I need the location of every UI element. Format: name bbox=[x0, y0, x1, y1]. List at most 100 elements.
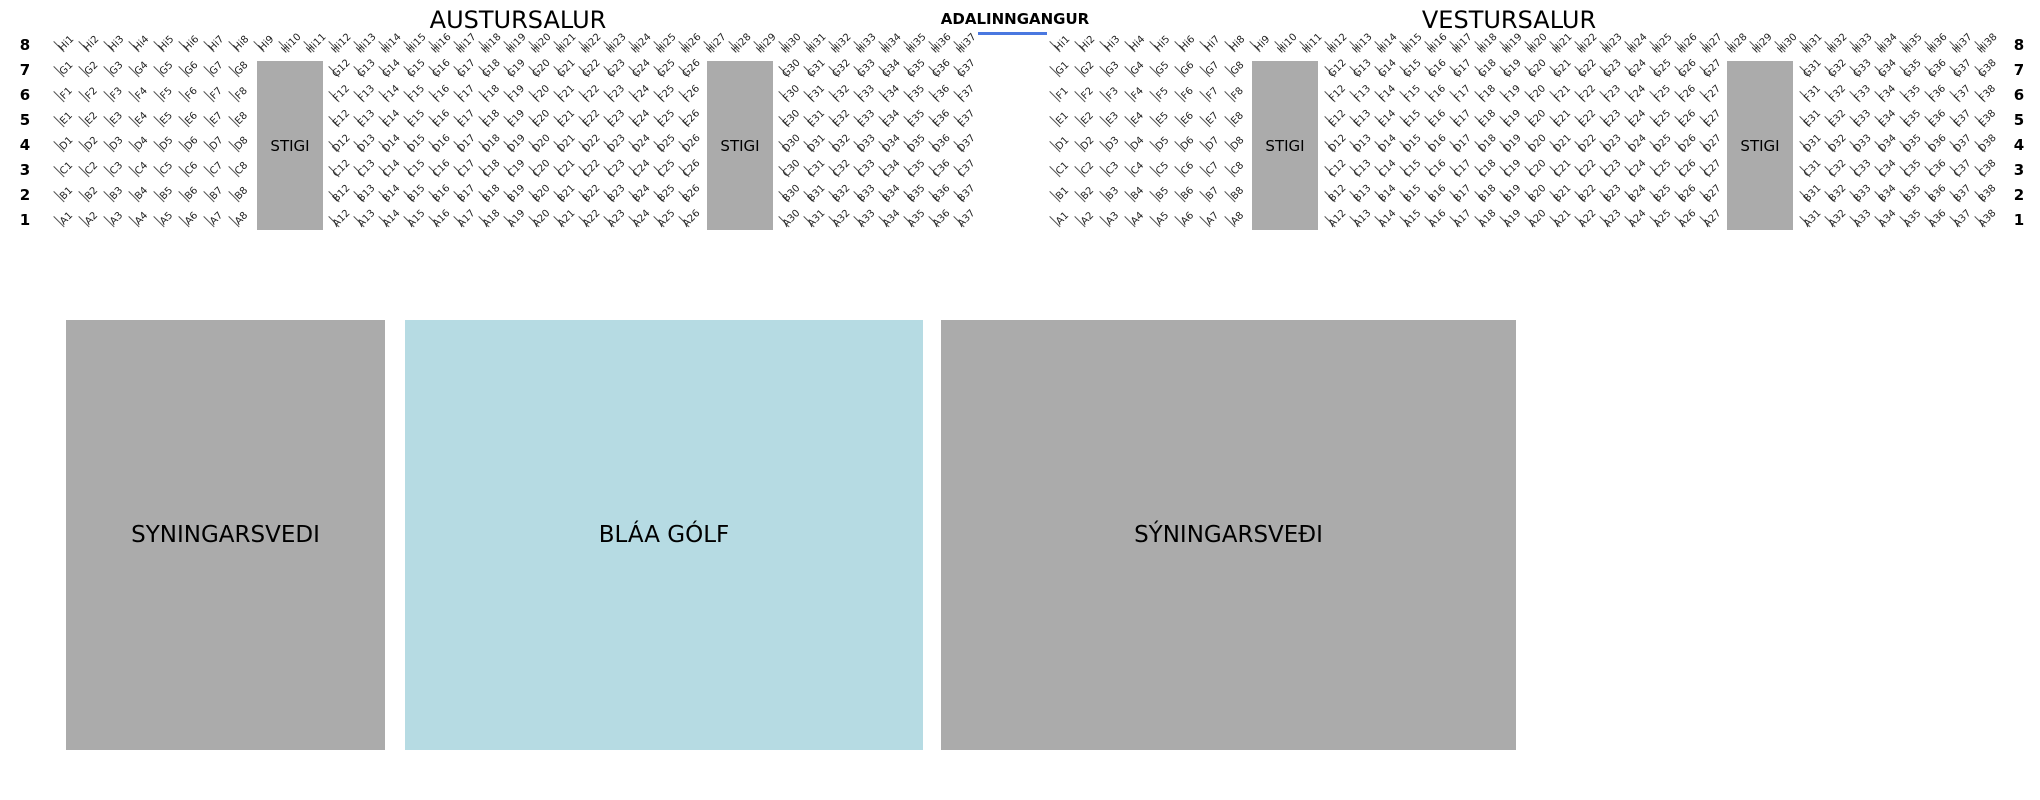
seat-F31[interactable]: F31 bbox=[806, 83, 828, 105]
seat-E16[interactable]: E16 bbox=[1427, 108, 1449, 130]
seat-F35[interactable]: F35 bbox=[906, 83, 928, 105]
seat-B23[interactable]: B23 bbox=[605, 182, 628, 205]
seat-F5[interactable]: F5 bbox=[158, 85, 175, 102]
seat-G18[interactable]: G18 bbox=[1476, 57, 1499, 80]
seat-A16[interactable]: A16 bbox=[430, 207, 453, 230]
seat-B15[interactable]: B15 bbox=[405, 182, 428, 205]
seat-A35[interactable]: A35 bbox=[1901, 207, 1924, 230]
seat-C5[interactable]: C5 bbox=[158, 160, 176, 178]
seat-B38[interactable]: B38 bbox=[1976, 182, 1999, 205]
seat-G24[interactable]: G24 bbox=[630, 57, 653, 80]
seat-G5[interactable]: G5 bbox=[1153, 59, 1172, 78]
seat-C18[interactable]: C18 bbox=[1476, 157, 1499, 180]
seat-C27[interactable]: C27 bbox=[1701, 157, 1724, 180]
seat-D37[interactable]: D37 bbox=[1951, 132, 1974, 155]
seat-F16[interactable]: F16 bbox=[431, 83, 453, 105]
seat-D25[interactable]: D25 bbox=[1651, 132, 1674, 155]
seat-B17[interactable]: B17 bbox=[455, 182, 478, 205]
seat-B31[interactable]: B31 bbox=[1801, 182, 1824, 205]
seat-D24[interactable]: D24 bbox=[630, 132, 653, 155]
seat-B12[interactable]: B12 bbox=[330, 182, 353, 205]
seat-F14[interactable]: F14 bbox=[1377, 83, 1399, 105]
seat-C4[interactable]: C4 bbox=[1129, 160, 1147, 178]
seat-C20[interactable]: C20 bbox=[530, 157, 553, 180]
seat-A21[interactable]: A21 bbox=[1551, 207, 1574, 230]
seat-A23[interactable]: A23 bbox=[605, 207, 628, 230]
seat-B18[interactable]: B18 bbox=[480, 182, 503, 205]
seat-B14[interactable]: B14 bbox=[380, 182, 403, 205]
seat-C2[interactable]: C2 bbox=[1079, 160, 1097, 178]
seat-E37[interactable]: E37 bbox=[1952, 108, 1974, 130]
seat-C26[interactable]: C26 bbox=[680, 157, 703, 180]
seat-D16[interactable]: D16 bbox=[1426, 132, 1449, 155]
seat-F12[interactable]: F12 bbox=[331, 83, 353, 105]
seat-G6[interactable]: G6 bbox=[182, 59, 201, 78]
seat-G23[interactable]: G23 bbox=[605, 57, 628, 80]
seat-F32[interactable]: F32 bbox=[1827, 83, 1849, 105]
seat-G27[interactable]: G27 bbox=[1701, 57, 1724, 80]
seat-E34[interactable]: E34 bbox=[1877, 108, 1899, 130]
seat-G7[interactable]: G7 bbox=[207, 59, 226, 78]
seat-A6[interactable]: A6 bbox=[183, 210, 201, 228]
seat-C12[interactable]: C12 bbox=[330, 157, 353, 180]
seat-A19[interactable]: A19 bbox=[1501, 207, 1524, 230]
seat-F23[interactable]: F23 bbox=[1602, 83, 1624, 105]
seat-Hi26[interactable]: Hi26 bbox=[1675, 31, 1700, 56]
seat-Hi9[interactable]: Hi9 bbox=[1252, 33, 1273, 54]
seat-E5[interactable]: E5 bbox=[1154, 110, 1172, 128]
seat-F22[interactable]: F22 bbox=[581, 83, 603, 105]
seat-C7[interactable]: C7 bbox=[208, 160, 226, 178]
seat-B26[interactable]: B26 bbox=[1676, 182, 1699, 205]
seat-G33[interactable]: G33 bbox=[855, 57, 878, 80]
seat-E31[interactable]: E31 bbox=[806, 108, 828, 130]
seat-A34[interactable]: A34 bbox=[1876, 207, 1899, 230]
seat-D20[interactable]: D20 bbox=[1526, 132, 1549, 155]
seat-Hi27[interactable]: Hi27 bbox=[1700, 31, 1725, 56]
seat-G36[interactable]: G36 bbox=[930, 57, 953, 80]
seat-C31[interactable]: C31 bbox=[805, 157, 828, 180]
seat-D4[interactable]: D4 bbox=[1128, 134, 1147, 153]
seat-G32[interactable]: G32 bbox=[1826, 57, 1849, 80]
seat-F26[interactable]: F26 bbox=[1677, 83, 1699, 105]
seat-D20[interactable]: D20 bbox=[530, 132, 553, 155]
seat-D8[interactable]: D8 bbox=[232, 134, 251, 153]
seat-B19[interactable]: B19 bbox=[505, 182, 528, 205]
seat-C35[interactable]: C35 bbox=[905, 157, 928, 180]
seat-G26[interactable]: G26 bbox=[1676, 57, 1699, 80]
seat-E2[interactable]: E2 bbox=[1079, 110, 1097, 128]
seat-E32[interactable]: E32 bbox=[831, 108, 853, 130]
seat-A15[interactable]: A15 bbox=[1401, 207, 1424, 230]
seat-Hi31[interactable]: Hi31 bbox=[804, 31, 829, 56]
seat-F21[interactable]: F21 bbox=[556, 83, 578, 105]
seat-Hi13[interactable]: Hi13 bbox=[1350, 31, 1375, 56]
seat-D3[interactable]: D3 bbox=[1103, 134, 1122, 153]
seat-B13[interactable]: B13 bbox=[355, 182, 378, 205]
seat-G7[interactable]: G7 bbox=[1203, 59, 1222, 78]
seat-A7[interactable]: A7 bbox=[208, 210, 226, 228]
seat-D13[interactable]: D13 bbox=[355, 132, 378, 155]
seat-G17[interactable]: G17 bbox=[455, 57, 478, 80]
seat-E36[interactable]: E36 bbox=[931, 108, 953, 130]
seat-D34[interactable]: D34 bbox=[1876, 132, 1899, 155]
seat-Hi7[interactable]: Hi7 bbox=[206, 33, 227, 54]
seat-A5[interactable]: A5 bbox=[158, 210, 176, 228]
seat-B25[interactable]: B25 bbox=[655, 182, 678, 205]
seat-D16[interactable]: D16 bbox=[430, 132, 453, 155]
seat-A34[interactable]: A34 bbox=[880, 207, 903, 230]
seat-F34[interactable]: F34 bbox=[881, 83, 903, 105]
seat-D18[interactable]: D18 bbox=[1476, 132, 1499, 155]
seat-F18[interactable]: F18 bbox=[1477, 83, 1499, 105]
seat-E4[interactable]: E4 bbox=[133, 110, 151, 128]
seat-B6[interactable]: B6 bbox=[1179, 185, 1197, 203]
seat-G13[interactable]: G13 bbox=[355, 57, 378, 80]
seat-B19[interactable]: B19 bbox=[1501, 182, 1524, 205]
seat-A8[interactable]: A8 bbox=[1229, 210, 1247, 228]
seat-B16[interactable]: B16 bbox=[1426, 182, 1449, 205]
seat-D33[interactable]: D33 bbox=[855, 132, 878, 155]
seat-C18[interactable]: C18 bbox=[480, 157, 503, 180]
seat-D2[interactable]: D2 bbox=[82, 134, 101, 153]
seat-E13[interactable]: E13 bbox=[1352, 108, 1374, 130]
seat-D24[interactable]: D24 bbox=[1626, 132, 1649, 155]
seat-G32[interactable]: G32 bbox=[830, 57, 853, 80]
seat-F31[interactable]: F31 bbox=[1802, 83, 1824, 105]
